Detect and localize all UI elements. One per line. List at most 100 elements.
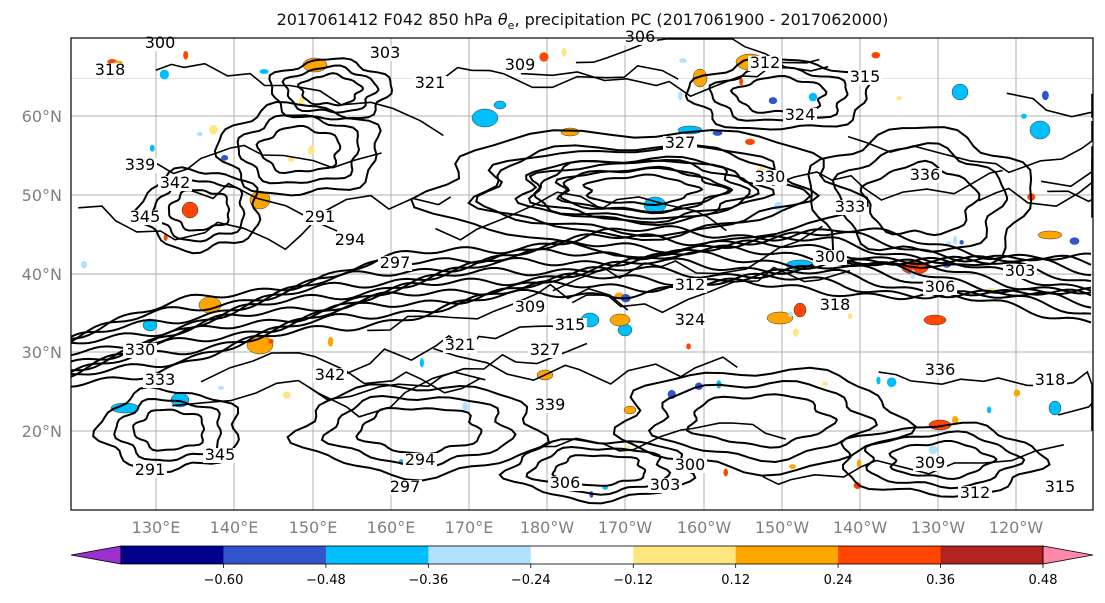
- contour-line: [582, 173, 704, 207]
- colorbar-extend-low: [70, 545, 122, 565]
- contour-label: 315: [1043, 477, 1077, 496]
- contour-line: [552, 225, 823, 292]
- svg-text:333: 333: [835, 197, 866, 216]
- precip-patch: [692, 68, 708, 88]
- precip-patch: [609, 313, 631, 327]
- svg-text:297: 297: [390, 477, 421, 496]
- lon-tick-label: 170°E: [445, 518, 494, 537]
- contour-line: [888, 440, 998, 481]
- lon-tick-label: 150°W: [755, 518, 810, 537]
- contour-label: 303: [368, 43, 402, 62]
- contour-label: 309: [913, 453, 947, 472]
- lat-tick-label: 40°N: [22, 265, 62, 284]
- contour-label: 291: [303, 207, 337, 226]
- contour-line: [571, 266, 851, 314]
- svg-text:339: 339: [535, 395, 566, 414]
- precip-patch: [493, 100, 507, 110]
- contour-label: 300: [673, 455, 707, 474]
- precip-patch: [853, 482, 862, 489]
- contour-line: [410, 129, 869, 259]
- svg-text:336: 336: [925, 360, 956, 379]
- svg-text:318: 318: [95, 60, 126, 79]
- svg-text:315: 315: [1045, 477, 1076, 496]
- contour-label: 312: [958, 483, 992, 502]
- contour-line: [78, 205, 338, 251]
- lat-tick-label: 60°N: [22, 107, 62, 126]
- contour-line: [863, 430, 1026, 490]
- theta-e-contours: [70, 38, 1093, 505]
- svg-text:342: 342: [160, 173, 191, 192]
- svg-text:318: 318: [820, 295, 851, 314]
- svg-text:333: 333: [145, 370, 176, 389]
- svg-text:306: 306: [925, 277, 956, 296]
- svg-text:297: 297: [380, 253, 411, 272]
- svg-text:315: 315: [850, 67, 881, 86]
- svg-text:312: 312: [750, 53, 781, 72]
- precip-patch: [678, 91, 683, 101]
- contour-label: 333: [143, 370, 177, 389]
- contour-label: 300: [143, 33, 177, 52]
- svg-text:309: 309: [505, 55, 536, 74]
- precip-patch: [712, 130, 723, 136]
- svg-text:324: 324: [675, 310, 706, 329]
- precip-patch: [871, 51, 881, 59]
- contour-label: 297: [378, 253, 412, 272]
- contour-line: [255, 125, 342, 175]
- svg-text:309: 309: [915, 453, 946, 472]
- precip-patch: [953, 235, 958, 245]
- lon-tick-label: 140°E: [210, 518, 259, 537]
- colorbar-tick-label: −0.48: [306, 573, 346, 588]
- precip-patch: [539, 52, 549, 62]
- precip-patch: [80, 261, 88, 269]
- contour-line: [70, 225, 1092, 340]
- contour-label: 336: [923, 360, 957, 379]
- precip-patch: [462, 402, 468, 412]
- graticule: [71, 38, 1093, 510]
- precip-patch: [896, 95, 903, 101]
- precip-patch: [723, 468, 729, 477]
- colorbar-tick-label: 0.12: [721, 573, 750, 588]
- contour-label: 297: [388, 477, 422, 496]
- colorbar-segment: [633, 546, 737, 564]
- colorbar-tick-label: −0.12: [613, 573, 653, 588]
- svg-text:300: 300: [145, 33, 176, 52]
- svg-text:312: 312: [960, 483, 991, 502]
- contour-line: [132, 166, 262, 255]
- contour-label: 327: [528, 340, 562, 359]
- colorbar-tick-label: −0.60: [204, 573, 244, 588]
- contour-label: 294: [333, 230, 367, 249]
- contour-line: [213, 100, 382, 197]
- lon-tick-label: 130°E: [132, 518, 181, 537]
- svg-text:321: 321: [445, 335, 476, 354]
- contour-line: [612, 366, 918, 477]
- contour-label: 309: [513, 297, 547, 316]
- contour-label: 342: [313, 365, 347, 384]
- precip-patch: [793, 328, 799, 337]
- contour-line: [685, 393, 839, 449]
- colorbar: −0.60 −0.48 −0.36 −0.24 −0.12 0.12 0.24 0.36 0.4…: [70, 545, 1094, 588]
- svg-text:315: 315: [555, 315, 586, 334]
- precip-patch: [928, 445, 938, 455]
- map-frame: [70, 37, 1094, 511]
- lon-tick-label: 160°E: [367, 518, 416, 537]
- lat-tick-label: 30°N: [22, 343, 62, 362]
- contour-line: [70, 264, 1092, 378]
- contour-line: [70, 244, 1092, 357]
- svg-text:306: 306: [625, 27, 656, 46]
- contour-line: [762, 444, 1064, 486]
- contour-line: [132, 408, 206, 452]
- lon-tick-label: 150°E: [289, 518, 338, 537]
- contour-line: [1040, 158, 1093, 195]
- svg-text:306: 306: [550, 473, 581, 492]
- svg-text:327: 327: [665, 133, 696, 152]
- precip-patch: [623, 405, 637, 415]
- precip-patch: [951, 83, 969, 101]
- contour-line: [647, 379, 879, 464]
- precip-patch: [217, 385, 225, 390]
- precip-patch: [952, 415, 959, 425]
- contour-line: [70, 239, 1092, 345]
- svg-text:330: 330: [755, 167, 786, 186]
- svg-text:303: 303: [1005, 261, 1036, 280]
- svg-text:318: 318: [1035, 370, 1066, 389]
- precip-patch: [808, 92, 818, 102]
